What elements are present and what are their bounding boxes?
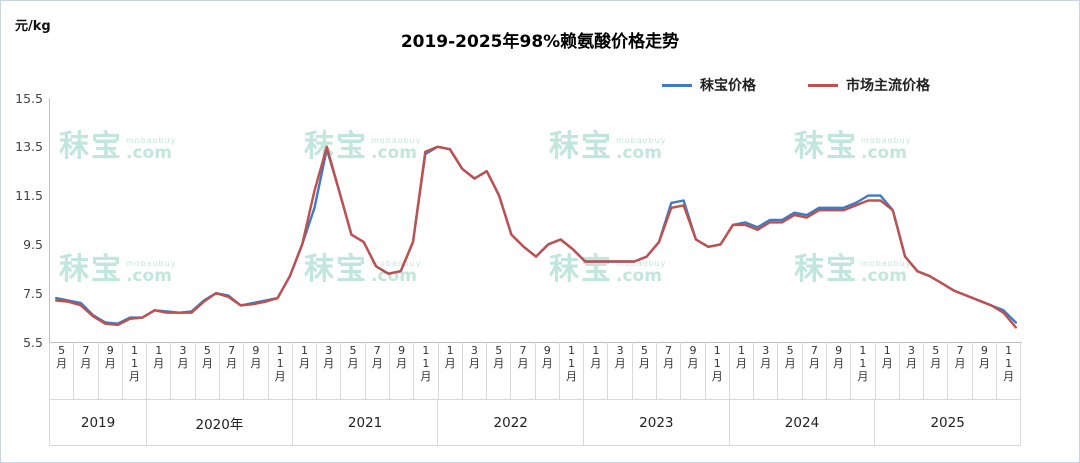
chart-legend: 秣宝价格 市场主流价格 (561, 75, 1031, 95)
x-axis-year-label: 2022 (437, 400, 583, 445)
y-axis-tick-label: 15.5 (15, 90, 43, 106)
y-axis-tick-label: 13.5 (15, 139, 43, 155)
legend-item-0: 秣宝价格 (662, 75, 756, 95)
x-axis-year-label: 2025 (874, 400, 1020, 445)
market-price-line (54, 145, 1017, 329)
y-axis-tick-label: 11.5 (15, 188, 43, 204)
y-axis-unit-label: 元/kg (15, 19, 51, 34)
x-axis-year-label: 2019 (49, 400, 146, 445)
x-axis-year-label: 2024 (728, 400, 875, 445)
legend-line-swatch (662, 83, 692, 87)
legend-item-1: 市场主流价格 (808, 75, 930, 95)
y-axis-tick-label: 5.5 (23, 334, 43, 350)
x-axis-year-band: 2019 2020年 2021 2022 2023 2024 2025 (49, 400, 1021, 446)
x-axis-year-label: 2023 (583, 400, 729, 445)
legend-line-swatch (808, 83, 838, 87)
legend-item-label: 市场主流价格 (846, 78, 930, 94)
legend-item-label: 秣宝价格 (700, 78, 756, 94)
x-axis-year-label: 2021 (291, 400, 438, 445)
y-axis-tick-label: 9.5 (23, 236, 43, 252)
mobao-price-line (54, 145, 1017, 325)
y-axis-tick-label: 7.5 (23, 285, 43, 301)
chart-title: 2019-2025年98%赖氨酸价格走势 (400, 32, 680, 52)
plot-area (49, 98, 1022, 343)
chart-canvas (54, 145, 1017, 329)
x-axis-year-label: 2020年 (146, 400, 292, 445)
